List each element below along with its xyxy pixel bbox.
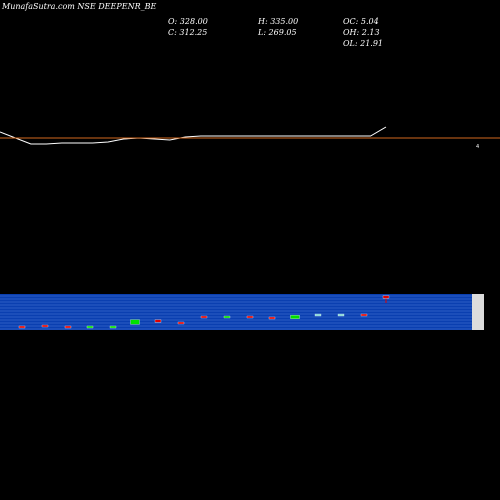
candle xyxy=(314,313,322,317)
high-value: H: 335.00 xyxy=(258,17,299,26)
right-scale xyxy=(472,294,484,330)
candle xyxy=(18,325,26,329)
candle xyxy=(337,313,345,317)
candle xyxy=(290,315,300,319)
candle xyxy=(41,324,49,328)
close-value: C: 312.25 xyxy=(168,28,208,37)
candle xyxy=(177,321,185,325)
oh-value: OH: 2.13 xyxy=(343,28,380,37)
candle xyxy=(109,325,117,329)
candle xyxy=(382,295,390,299)
oc-value: OC: 5.04 xyxy=(343,17,379,26)
candles-layer xyxy=(18,295,390,329)
price-line-layer xyxy=(0,126,387,145)
candle xyxy=(200,315,208,319)
low-value: L: 269.05 xyxy=(258,28,297,37)
open-value: O: 328.00 xyxy=(168,17,208,26)
candle xyxy=(268,316,276,320)
right-scale-box xyxy=(472,294,484,330)
candle xyxy=(360,313,368,317)
candle xyxy=(86,325,94,329)
price-axis-label: 4 xyxy=(476,144,479,150)
candle xyxy=(223,315,231,319)
candle xyxy=(64,325,72,329)
candle xyxy=(130,319,140,325)
candle xyxy=(154,319,162,323)
ol-value: OL: 21.91 xyxy=(343,39,384,48)
band-background xyxy=(0,294,472,330)
volume-band xyxy=(0,294,472,330)
candle xyxy=(246,315,254,319)
chart-title: MunafaSutra.com NSE DEEPENR_BE xyxy=(2,2,157,11)
price-series-line xyxy=(0,126,387,145)
